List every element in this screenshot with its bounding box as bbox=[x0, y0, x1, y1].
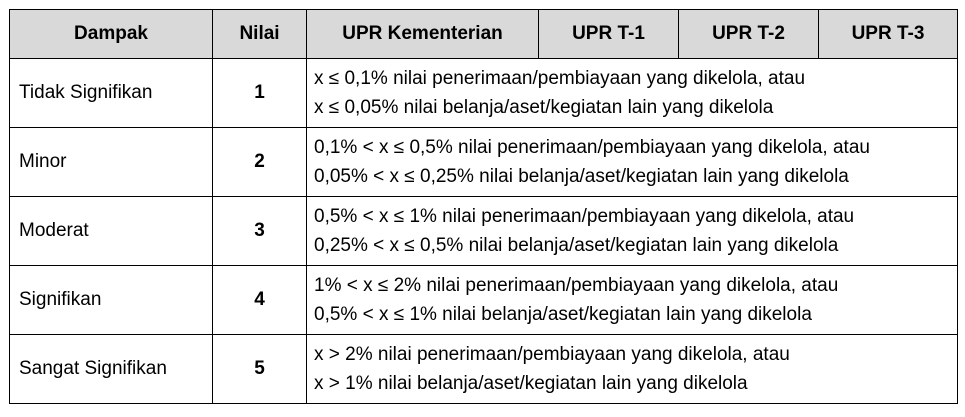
nilai-cell: 5 bbox=[212, 334, 307, 404]
dampak-cell: Sangat Signifikan bbox=[9, 334, 213, 404]
criteria-line-belanja: x > 1% nilai belanja/aset/kegiatan lain … bbox=[314, 373, 748, 394]
nilai-cell: 4 bbox=[212, 265, 307, 335]
criteria-cell: 1% < x ≤ 2% nilai penerimaan/pembiayaan … bbox=[306, 265, 958, 335]
dampak-cell: Minor bbox=[9, 127, 213, 197]
nilai-cell: 1 bbox=[212, 58, 307, 128]
criteria-line-belanja: 0,5% < x ≤ 1% nilai belanja/aset/kegiata… bbox=[314, 304, 812, 325]
table-row: Moderat 3 0,5% < x ≤ 1% nilai penerimaan… bbox=[9, 196, 958, 266]
header-upr-kementerian: UPR Kementerian bbox=[306, 9, 539, 59]
criteria-line-penerimaan: x > 2% nilai penerimaan/pembiayaan yang … bbox=[314, 344, 790, 365]
criteria-line-penerimaan: x ≤ 0,1% nilai penerimaan/pembiayaan yan… bbox=[314, 68, 806, 89]
criteria-line-belanja: x ≤ 0,05% nilai belanja/aset/kegiatan la… bbox=[314, 97, 774, 118]
header-dampak: Dampak bbox=[9, 9, 213, 59]
criteria-line-belanja: 0,05% < x ≤ 0,25% nilai belanja/aset/keg… bbox=[314, 166, 849, 187]
criteria-cell: 0,1% < x ≤ 0,5% nilai penerimaan/pembiay… bbox=[306, 127, 958, 197]
criteria-cell: 0,5% < x ≤ 1% nilai penerimaan/pembiayaa… bbox=[306, 196, 958, 266]
dampak-cell: Signifikan bbox=[9, 265, 213, 335]
criteria-line-penerimaan: 0,1% < x ≤ 0,5% nilai penerimaan/pembiay… bbox=[314, 137, 870, 158]
header-upr-t2: UPR T-2 bbox=[678, 9, 819, 59]
criteria-line-penerimaan: 1% < x ≤ 2% nilai penerimaan/pembiayaan … bbox=[314, 275, 839, 296]
criteria-cell: x > 2% nilai penerimaan/pembiayaan yang … bbox=[306, 334, 958, 404]
header-upr-t1: UPR T-1 bbox=[538, 9, 679, 59]
table-row: Minor 2 0,1% < x ≤ 0,5% nilai penerimaan… bbox=[9, 127, 958, 197]
table-row: Tidak Signifikan 1 x ≤ 0,1% nilai peneri… bbox=[9, 58, 958, 128]
table-header-row: Dampak Nilai UPR Kementerian UPR T-1 UPR… bbox=[9, 9, 958, 59]
criteria-line-penerimaan: 0,5% < x ≤ 1% nilai penerimaan/pembiayaa… bbox=[314, 206, 855, 227]
criteria-line-belanja: 0,25% < x ≤ 0,5% nilai belanja/aset/kegi… bbox=[314, 235, 839, 256]
header-nilai: Nilai bbox=[212, 9, 307, 59]
impact-table-container: Dampak Nilai UPR Kementerian UPR T-1 UPR… bbox=[9, 9, 958, 404]
nilai-cell: 3 bbox=[212, 196, 307, 266]
dampak-cell: Moderat bbox=[9, 196, 213, 266]
nilai-cell: 2 bbox=[212, 127, 307, 197]
table-row: Signifikan 4 1% < x ≤ 2% nilai penerimaa… bbox=[9, 265, 958, 335]
table-row: Sangat Signifikan 5 x > 2% nilai penerim… bbox=[9, 334, 958, 404]
dampak-cell: Tidak Signifikan bbox=[9, 58, 213, 128]
impact-criteria-table: Dampak Nilai UPR Kementerian UPR T-1 UPR… bbox=[9, 9, 958, 404]
criteria-cell: x ≤ 0,1% nilai penerimaan/pembiayaan yan… bbox=[306, 58, 958, 128]
header-upr-t3: UPR T-3 bbox=[818, 9, 958, 59]
